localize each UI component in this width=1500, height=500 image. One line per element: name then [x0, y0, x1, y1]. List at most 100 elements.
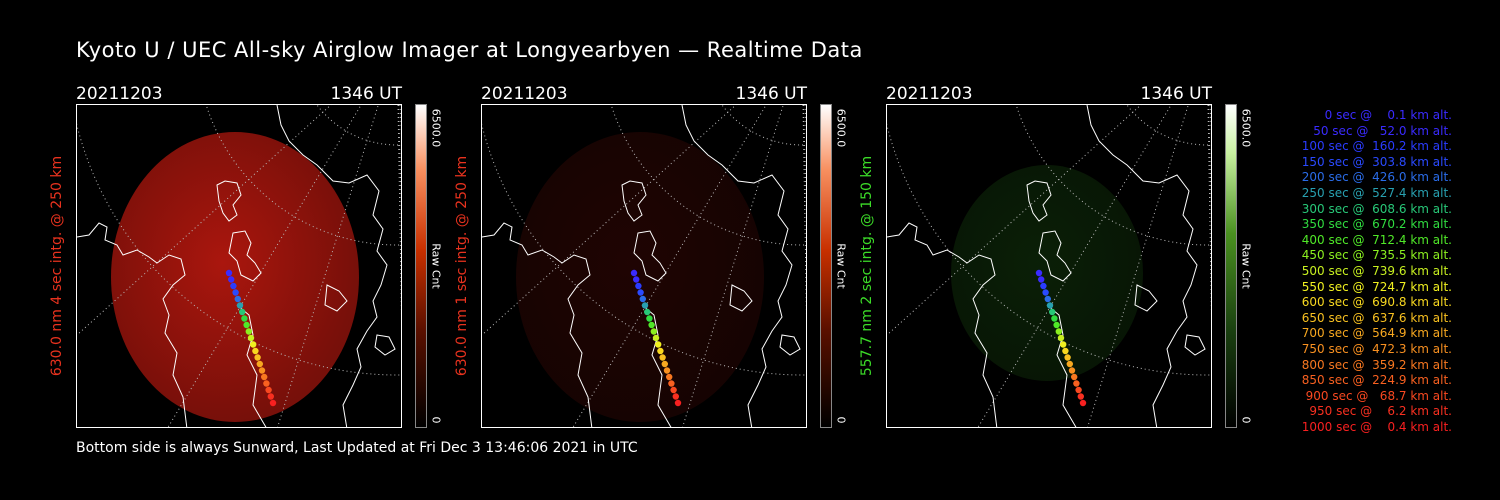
trajectory-point	[648, 321, 655, 329]
trajectory-point	[250, 341, 257, 348]
coastline	[681, 105, 793, 427]
legend-row: 100 sec @ 160.2 km alt.	[1297, 139, 1452, 154]
trajectory-point	[243, 321, 250, 329]
colorbar-min: 0	[1239, 416, 1253, 424]
airglow-image	[516, 132, 764, 422]
panel-wavelength-label: 630.0 nm 1 sec intg. @ 250 km	[454, 155, 470, 377]
trajectory-point	[644, 308, 651, 316]
legend-row: 250 sec @ 527.4 km alt.	[1297, 185, 1452, 200]
colorbar-label: Raw Cnt	[429, 243, 443, 289]
trajectory-point	[657, 347, 664, 355]
airglow-panel-2: 20211203 1346 UT 630.0 nm 1 sec intg. @ …	[454, 80, 891, 440]
coastline	[641, 304, 672, 427]
trajectory-point	[1035, 269, 1043, 277]
trajectory-point	[1051, 315, 1058, 322]
airglow-image	[111, 132, 359, 422]
trajectory-point	[633, 276, 640, 283]
grid-meridian	[803, 105, 806, 218]
airglow-panel-1: 20211203 1346 UT 630.0 nm 4 sec intg. @ …	[49, 80, 486, 440]
colorbar	[1225, 104, 1237, 428]
trajectory-point	[663, 367, 671, 374]
trajectory-point	[1075, 386, 1082, 394]
trajectory-point	[668, 380, 675, 387]
trajectory-point	[269, 399, 277, 407]
panel-date: 20211203	[886, 84, 973, 104]
legend-row: 400 sec @ 712.4 km alt.	[1297, 232, 1452, 247]
coastline	[216, 180, 242, 222]
trajectory-point	[670, 386, 677, 394]
trajectory-point	[267, 393, 274, 400]
trajectory-legend: 0 sec @ 0.1 km alt. 50 sec @ 52.0 km alt…	[1262, 108, 1452, 435]
grid-meridian	[397, 105, 401, 316]
legend-row: 800 sec @ 359.2 km alt.	[1297, 357, 1452, 372]
trajectory-point	[232, 289, 239, 296]
trajectory-point	[263, 380, 270, 387]
trajectory-point	[225, 269, 233, 277]
coastline	[887, 222, 998, 427]
legend-row: 750 sec @ 472.3 km alt.	[1297, 341, 1452, 356]
panel-date: 20211203	[481, 84, 568, 104]
trajectory-point	[1055, 328, 1062, 335]
coastline	[228, 230, 262, 282]
legend-row: 150 sec @ 303.8 km alt.	[1297, 154, 1452, 169]
trajectory-point	[1062, 347, 1069, 355]
trajectory-point	[659, 354, 666, 361]
colorbar-min: 0	[834, 416, 848, 424]
trajectory-point	[254, 354, 261, 361]
legend-row: 200 sec @ 426.0 km alt.	[1297, 170, 1452, 185]
allsky-image	[886, 104, 1212, 428]
footer-note: Bottom side is always Sunward, Last Upda…	[76, 440, 638, 456]
trajectory-point	[228, 276, 235, 283]
map-canvas	[482, 105, 806, 427]
trajectory-point	[652, 334, 660, 342]
panel-time: 1346 UT	[735, 84, 808, 104]
coastline	[633, 230, 667, 282]
trajectory-point	[1038, 276, 1045, 283]
trajectory-point	[655, 341, 662, 348]
grid-meridian	[1209, 105, 1211, 136]
coastline	[1038, 230, 1072, 282]
airglow-panel-3: 20211203 1346 UT 557.7 nm 2 sec intg. @ …	[859, 80, 1296, 440]
trajectory-point	[230, 282, 237, 290]
trajectory-point	[256, 360, 263, 368]
coastline	[729, 284, 753, 312]
allsky-image	[76, 104, 402, 428]
coastline	[276, 105, 388, 427]
legend-row: 600 sec @ 690.8 km alt.	[1297, 295, 1452, 310]
trajectory-point	[1066, 360, 1073, 368]
trajectory-point	[641, 302, 649, 309]
grid-circle	[1126, 105, 1211, 146]
coastline	[77, 222, 188, 427]
trajectory-point	[661, 360, 668, 368]
trajectory-point	[258, 367, 266, 374]
trajectory-point	[234, 295, 241, 303]
trajectory-point	[1068, 367, 1076, 374]
coastline	[324, 284, 348, 312]
legend-row: 950 sec @ 6.2 km alt.	[1305, 404, 1452, 419]
panel-time: 1346 UT	[1140, 84, 1213, 104]
legend-row: 900 sec @ 68.7 km alt.	[1301, 388, 1452, 403]
legend-row: 350 sec @ 670.2 km alt.	[1297, 217, 1452, 232]
legend-row: 550 sec @ 724.7 km alt.	[1297, 279, 1452, 294]
trajectory-point	[646, 315, 653, 322]
trajectory-point	[239, 308, 246, 316]
trajectory-point	[672, 393, 679, 400]
trajectory-point	[236, 302, 244, 309]
trajectory-point	[639, 295, 646, 303]
colorbar	[415, 104, 427, 428]
coastline	[1184, 334, 1206, 356]
airglow-image	[951, 165, 1143, 381]
grid-meridian	[398, 105, 401, 218]
trajectory-point	[1077, 393, 1084, 400]
trajectory-point	[247, 334, 255, 342]
trajectory-point	[245, 328, 252, 335]
trajectory-point	[1042, 289, 1049, 296]
trajectory-point	[1079, 399, 1087, 407]
coastline	[779, 334, 801, 356]
colorbar-max: 6500.0	[1239, 108, 1253, 148]
coastline	[1046, 304, 1077, 427]
trajectory-point	[1073, 380, 1080, 387]
grid-circle	[721, 105, 806, 146]
trajectory-point	[261, 373, 268, 381]
panel-time: 1346 UT	[330, 84, 403, 104]
